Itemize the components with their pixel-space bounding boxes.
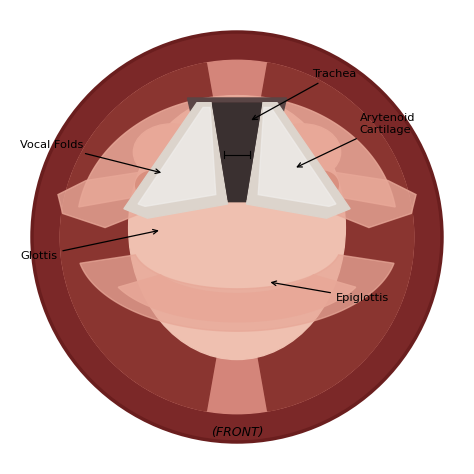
Polygon shape <box>197 103 277 190</box>
Text: (FRONT): (FRONT) <box>211 426 263 439</box>
Circle shape <box>32 32 442 442</box>
Circle shape <box>60 60 414 414</box>
Text: Epiglottis: Epiglottis <box>272 281 389 303</box>
Polygon shape <box>212 104 262 201</box>
Ellipse shape <box>265 124 341 181</box>
Polygon shape <box>246 103 350 218</box>
Wedge shape <box>60 63 237 411</box>
Polygon shape <box>138 108 216 206</box>
Ellipse shape <box>128 96 346 359</box>
Text: Trachea: Trachea <box>253 69 356 119</box>
Polygon shape <box>118 275 356 322</box>
Ellipse shape <box>133 124 209 181</box>
Polygon shape <box>80 255 394 331</box>
Ellipse shape <box>305 171 338 199</box>
Polygon shape <box>284 171 416 228</box>
Text: Vocal Folds: Vocal Folds <box>20 140 160 173</box>
Polygon shape <box>188 98 286 199</box>
Polygon shape <box>124 103 228 218</box>
Ellipse shape <box>136 171 169 199</box>
Polygon shape <box>58 171 190 228</box>
Polygon shape <box>258 108 336 206</box>
Polygon shape <box>79 96 395 207</box>
Wedge shape <box>237 63 414 411</box>
Text: Arytenoid
Cartilage: Arytenoid Cartilage <box>297 113 415 167</box>
Text: Glottis: Glottis <box>20 229 157 261</box>
